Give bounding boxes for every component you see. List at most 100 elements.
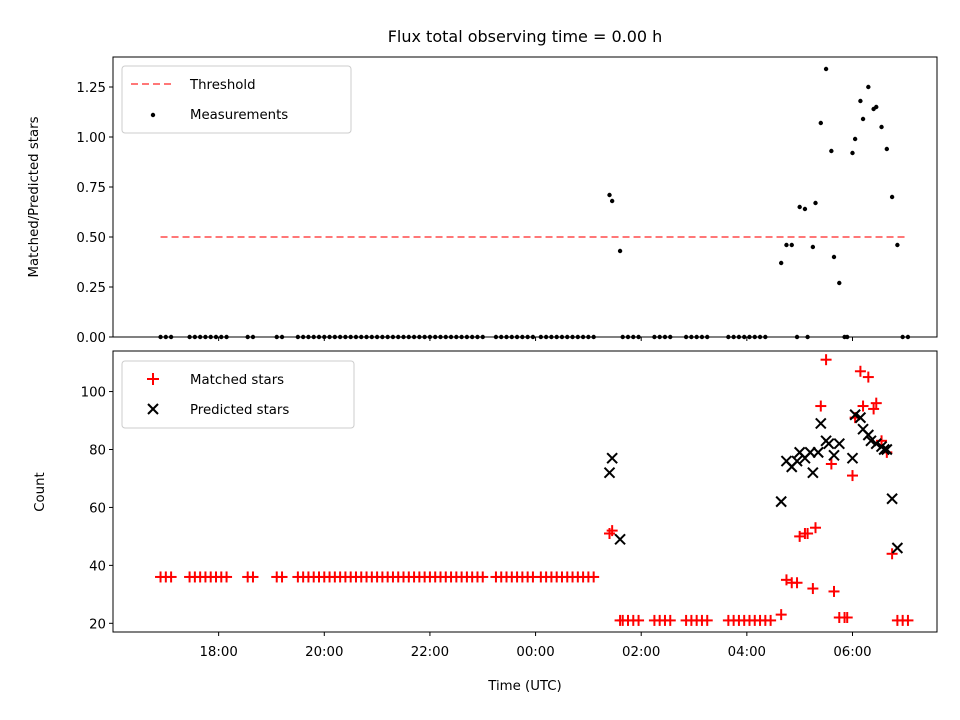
predicted-star-marker xyxy=(815,417,827,430)
measurement-point xyxy=(810,244,816,250)
legend-predicted-label: Predicted stars xyxy=(190,403,289,418)
predicted-star-marker xyxy=(775,495,787,508)
x-tick-label: 20:00 xyxy=(305,645,343,660)
matched-star-marker xyxy=(841,612,853,624)
legend-measurements-swatch xyxy=(150,112,156,118)
measurement-point xyxy=(866,84,871,90)
measurement-point xyxy=(778,260,784,266)
predicted-star-marker xyxy=(833,437,845,450)
x-tick-label: 06:00 xyxy=(833,645,871,660)
measurement-point xyxy=(607,192,612,198)
predicted-star-marker xyxy=(823,437,835,450)
measurement-point xyxy=(858,98,863,104)
matched-star-marker xyxy=(664,614,676,626)
bottom-plot-frame xyxy=(112,350,938,633)
y-tick-label: 80 xyxy=(89,443,106,458)
top-marks xyxy=(158,66,911,340)
predicted-star-marker xyxy=(878,443,890,456)
matched-star-marker xyxy=(247,571,259,583)
bottom-x-ticks: 18:00 20:00 22:00 00:00 02:00 04:00 06:00 xyxy=(199,632,872,660)
measurement-point xyxy=(850,150,855,156)
x-axis-label: Time (UTC) xyxy=(487,679,562,694)
legend-threshold-label: Threshold xyxy=(189,78,256,93)
matched-star-marker xyxy=(807,583,819,595)
predicted-star-marker xyxy=(614,533,626,546)
matched-star-marker xyxy=(765,614,777,626)
bottom-y-axis-label: Count xyxy=(33,472,48,512)
measurement-point xyxy=(617,248,623,254)
y-tick-label: 1.00 xyxy=(76,131,106,146)
matched-star-marker xyxy=(701,614,713,626)
matched-star-marker xyxy=(857,400,869,412)
predicted-star-marker xyxy=(891,542,904,554)
measurement-point xyxy=(874,104,879,110)
predicted-star-marker xyxy=(886,493,898,505)
y-tick-label: 0.75 xyxy=(76,181,106,196)
matched-star-marker xyxy=(221,571,233,583)
y-tick-label: 20 xyxy=(89,617,106,632)
matched-star-marker xyxy=(810,522,822,534)
bottom-panel: 20 40 60 80 100 18:00 20:00 22:00 00:00 02:00 04:… xyxy=(33,350,938,694)
measurement-point xyxy=(789,242,794,248)
measurement-point xyxy=(818,120,823,126)
matched-star-marker xyxy=(606,525,618,537)
matched-star-marker xyxy=(868,403,880,415)
matched-star-marker xyxy=(870,397,882,409)
matched-star-marker xyxy=(815,400,827,412)
measurement-point xyxy=(609,198,615,204)
matched-star-marker xyxy=(791,577,803,589)
predicted-star-marker xyxy=(849,409,861,421)
matched-star-marker xyxy=(802,528,814,540)
y-tick-label: 0.25 xyxy=(76,281,106,296)
measurement-point xyxy=(860,116,866,122)
top-y-ticks: 0.00 0.25 0.50 0.75 1.00 1.25 xyxy=(76,81,113,346)
matched-star-marker xyxy=(588,571,600,583)
x-tick-label: 22:00 xyxy=(411,645,449,660)
matched-star-marker xyxy=(775,609,787,621)
matched-star-marker xyxy=(165,571,177,583)
matched-star-marker xyxy=(846,470,858,482)
measurement-point xyxy=(802,206,808,212)
bottom-marks xyxy=(155,354,914,626)
y-tick-label: 0.50 xyxy=(76,231,106,246)
top-y-axis-label: Matched/Predicted stars xyxy=(27,116,42,277)
matched-star-marker xyxy=(862,371,874,383)
predicted-star-marker xyxy=(791,455,803,467)
y-tick-label: 60 xyxy=(89,501,106,516)
matched-star-marker xyxy=(825,458,837,470)
matched-star-marker xyxy=(820,354,832,366)
top-x-ticks xyxy=(218,337,853,341)
y-tick-label: 40 xyxy=(89,559,106,574)
matched-star-marker xyxy=(854,365,866,377)
bottom-legend: Matched stars Predicted stars xyxy=(121,360,355,429)
bottom-legend-box xyxy=(121,360,355,429)
predicted-star-marker xyxy=(881,443,893,456)
predicted-star-marker xyxy=(828,449,840,461)
measurement-point xyxy=(895,242,900,248)
legend-matched-swatch xyxy=(147,373,159,385)
matched-star-marker xyxy=(276,571,288,583)
predicted-star-marker xyxy=(807,466,819,479)
x-tick-label: 04:00 xyxy=(728,645,766,660)
top-panel: 0.00 0.25 0.50 0.75 1.00 1.25 Matched/Predict… xyxy=(27,56,938,346)
x-tick-label: 02:00 xyxy=(622,645,660,660)
bottom-y-ticks: 20 40 60 80 100 xyxy=(81,386,113,632)
predicted-star-marker xyxy=(812,446,824,459)
measurement-point xyxy=(884,146,890,152)
measurement-point xyxy=(831,254,837,260)
top-plot-frame xyxy=(112,56,938,338)
legend-matched-label: Matched stars xyxy=(190,373,284,388)
measurement-point xyxy=(879,124,884,130)
measurement-point xyxy=(852,136,858,142)
y-tick-label: 100 xyxy=(81,386,106,401)
measurement-point xyxy=(829,148,834,154)
x-tick-label: 18:00 xyxy=(199,645,237,660)
measurement-point xyxy=(889,194,895,200)
matched-star-marker xyxy=(477,571,489,583)
matched-star-marker xyxy=(886,548,898,560)
predicted-star-marker xyxy=(603,466,616,479)
top-legend: Threshold Measurements xyxy=(121,65,352,134)
legend-measurements-label: Measurements xyxy=(190,108,288,123)
measurement-point xyxy=(837,280,842,286)
